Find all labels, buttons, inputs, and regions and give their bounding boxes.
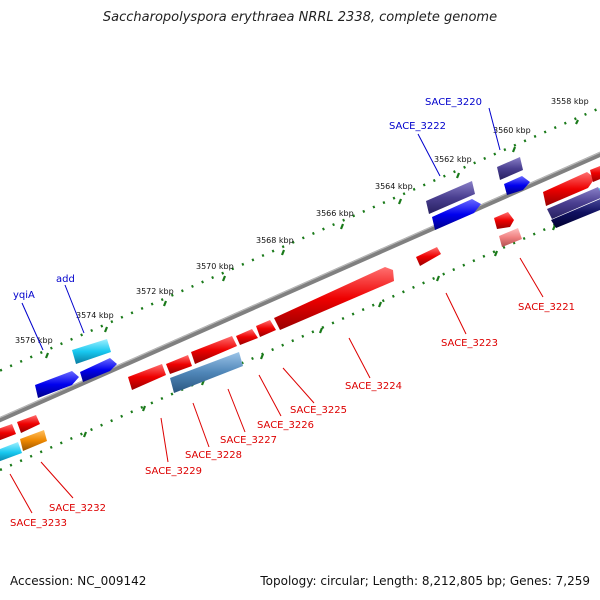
gene-label: SACE_3232 (49, 503, 106, 514)
tick-label: 3564 kbp (375, 182, 413, 191)
gene-add[interactable] (72, 339, 111, 364)
gene-label: SACE_3227 (220, 435, 277, 446)
gene-sace-3224[interactable] (274, 267, 394, 330)
gene-label: SACE_3224 (345, 381, 402, 392)
tick-label: 3576 kbp (15, 336, 53, 345)
gene-sace-3223[interactable] (416, 247, 441, 266)
gene-orange[interactable] (20, 430, 47, 451)
gene-red-left-2[interactable] (0, 424, 16, 442)
gene-sace-3221-b[interactable] (499, 228, 522, 247)
gene-sace-3232[interactable] (17, 415, 40, 433)
topology-summary: Topology: circular; Length: 8,212,805 bp… (260, 574, 590, 588)
gene-label: SACE_3222 (389, 121, 446, 132)
gene-sace-3222[interactable] (426, 181, 475, 214)
gene-label: SACE_3221 (518, 302, 575, 313)
gene-blue-small-1[interactable] (504, 176, 530, 195)
gene-red-left-1[interactable] (128, 364, 166, 390)
gene-label: add (56, 274, 75, 285)
gene-label: SACE_3220 (425, 97, 482, 108)
gene-label: SACE_3223 (441, 338, 498, 349)
tick-label: 3566 kbp (316, 209, 354, 218)
gene-label: SACE_3225 (290, 405, 347, 416)
gene-yqiA[interactable] (35, 371, 79, 398)
gene-purple-right[interactable] (547, 187, 600, 219)
tick-label: 3562 kbp (434, 155, 472, 164)
gene-navy-right[interactable] (551, 197, 600, 228)
gene-red-right-2[interactable] (590, 164, 600, 182)
gene-blue-add[interactable] (80, 358, 117, 382)
gene-label: SACE_3226 (257, 420, 314, 431)
outer-ruler (0, 106, 600, 372)
gene-red-right-top[interactable] (543, 172, 595, 206)
map-title: Saccharopolyspora erythraea NRRL 2338, c… (102, 10, 498, 25)
gene-sace-3225[interactable] (256, 320, 276, 337)
gene-sace-3226[interactable] (236, 329, 258, 345)
gene-sace-3228[interactable] (170, 352, 243, 393)
gene-sace-3221[interactable] (494, 212, 514, 229)
tick-label: 3568 kbp (256, 236, 294, 245)
backbone-line (0, 151, 600, 423)
accession-label: Accession: NC_009142 (10, 574, 147, 588)
tick-label: 3570 kbp (196, 262, 234, 271)
gene-blue-long-1[interactable] (432, 199, 481, 230)
gene-sace-3220[interactable] (497, 157, 523, 180)
gene-label: SACE_3229 (145, 466, 202, 477)
tick-label: 3560 kbp (493, 126, 531, 135)
gene-sace-3229[interactable] (166, 355, 192, 374)
gene-sace-3227[interactable] (191, 336, 237, 364)
tick-label: 3574 kbp (76, 311, 114, 320)
tick-label: 3558 kbp (551, 97, 589, 106)
gene-sace-3233[interactable] (0, 442, 22, 463)
tick-label: 3572 kbp (136, 287, 174, 296)
gene-label: SACE_3228 (185, 450, 242, 461)
gene-label: yqiA (13, 290, 35, 301)
gene-label: SACE_3233 (10, 518, 67, 529)
